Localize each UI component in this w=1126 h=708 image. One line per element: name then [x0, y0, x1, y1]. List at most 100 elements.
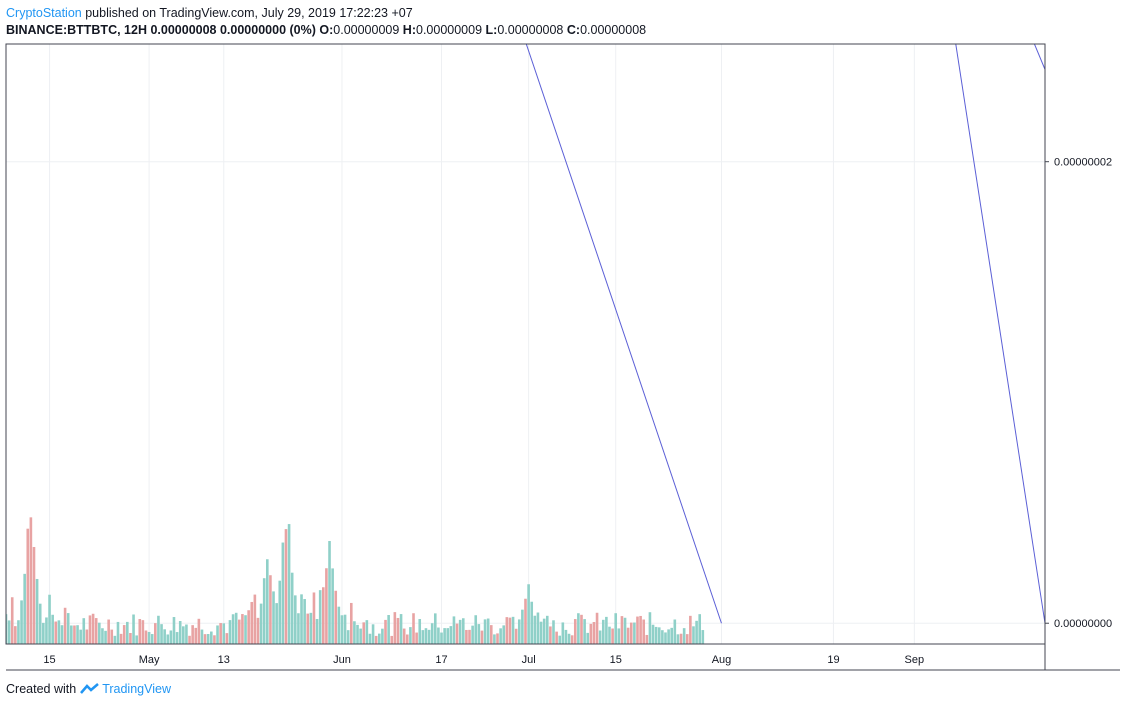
- volume-bar: [421, 630, 425, 644]
- volume-bar: [234, 612, 238, 644]
- volume-bar: [393, 612, 397, 644]
- volume-bar: [595, 612, 599, 644]
- tradingview-brand[interactable]: TradingView: [102, 682, 171, 696]
- author-link[interactable]: CryptoStation: [6, 6, 82, 20]
- volume-bar: [558, 635, 562, 644]
- volume-bar: [573, 619, 577, 644]
- volume-bar: [676, 634, 680, 644]
- volume-bar: [502, 625, 506, 644]
- volume-bar: [337, 606, 341, 644]
- volume-bar: [79, 629, 82, 644]
- volume-bar: [692, 626, 695, 644]
- volume-bar: [480, 630, 484, 644]
- volume-bar: [636, 616, 639, 644]
- volume-bar: [396, 617, 400, 644]
- volume-bar: [651, 624, 655, 644]
- volume-bar: [384, 619, 387, 644]
- volume-bar: [166, 634, 170, 644]
- volume-bar: [552, 620, 555, 644]
- volume-bar: [266, 559, 269, 644]
- volume-bar: [14, 626, 17, 644]
- header-line-1: CryptoStation published on TradingView.c…: [6, 5, 413, 22]
- volume-bar: [82, 618, 86, 644]
- volume-bar: [679, 633, 683, 644]
- volume-bar: [228, 620, 232, 644]
- volume-bar: [514, 628, 518, 644]
- volume-bar: [524, 598, 527, 644]
- volume-bar: [415, 632, 418, 644]
- volume-bar: [483, 619, 487, 644]
- volume-bar: [147, 631, 151, 644]
- volume-bar: [250, 601, 254, 644]
- volume-bar: [6, 614, 8, 644]
- trendlines: [525, 44, 1045, 624]
- l-value: 0.00000008: [497, 23, 564, 37]
- volume-bar: [461, 618, 465, 644]
- volume-bar: [648, 612, 652, 644]
- volume-bar: [661, 630, 664, 644]
- volume-bar: [256, 617, 260, 644]
- volume-bar: [200, 629, 204, 644]
- volume-bar: [269, 575, 272, 644]
- time-tick-label: 17: [435, 654, 447, 666]
- trendline: [525, 44, 722, 624]
- volume-bar: [592, 622, 596, 644]
- volume-bar: [48, 594, 51, 644]
- volume-bar: [60, 625, 64, 644]
- volume-bar: [365, 620, 369, 644]
- volume-bar: [605, 616, 608, 644]
- volume-bar: [23, 573, 26, 644]
- volume-bar: [489, 625, 493, 644]
- volume-bar: [608, 626, 611, 644]
- price-axis: 0.000000240.000000220.000000200.00000018…: [1045, 157, 1112, 630]
- volume-bar: [465, 629, 468, 644]
- volume-bar: [695, 620, 698, 644]
- o-label: O:: [319, 23, 334, 37]
- volume-bar: [76, 625, 79, 644]
- volume-bar: [601, 619, 605, 644]
- volume-bar: [238, 619, 241, 644]
- footer: Created with TradingView: [6, 682, 171, 696]
- volume-bar: [486, 618, 490, 644]
- volume-bar: [371, 624, 375, 644]
- volume-bar: [381, 628, 384, 644]
- volume-bar: [493, 634, 496, 644]
- volume-bar: [129, 632, 132, 644]
- volume-bar: [437, 627, 440, 644]
- volume-bar: [583, 619, 586, 644]
- volume-bar: [359, 628, 362, 644]
- volume-bar: [499, 628, 502, 644]
- time-tick-label: 19: [827, 654, 839, 666]
- volume-bar: [66, 613, 70, 644]
- volume-bar: [294, 595, 297, 644]
- time-tick-label: Jul: [522, 654, 536, 666]
- volume-bar: [673, 619, 677, 644]
- volume-bar: [272, 591, 275, 644]
- volume-bar: [188, 635, 191, 644]
- volume-bar: [70, 625, 73, 644]
- volume-bar: [340, 615, 344, 644]
- volume-bar: [45, 617, 48, 644]
- volume-bar: [206, 634, 210, 644]
- volume-bar: [377, 633, 381, 644]
- published-text: published on TradingView.com, July 29, 2…: [85, 6, 413, 20]
- volume-bar: [443, 628, 446, 644]
- volume-bar: [664, 632, 667, 644]
- volume-bar: [629, 622, 633, 644]
- volume-bar: [349, 602, 353, 644]
- volume-bar: [278, 580, 282, 644]
- volume-bar: [38, 603, 42, 644]
- volume-bar: [321, 587, 325, 644]
- volume-bar: [26, 528, 30, 644]
- volume-bar: [539, 621, 543, 644]
- volume-bar: [570, 635, 574, 644]
- volume-bar: [580, 614, 583, 644]
- grid: [6, 44, 1045, 644]
- volume-bar: [589, 623, 593, 644]
- volume-bar: [521, 609, 524, 644]
- volume-bar: [225, 633, 229, 644]
- volume-bar: [157, 615, 160, 644]
- volume-bar: [309, 612, 313, 644]
- volume-bar: [446, 628, 450, 644]
